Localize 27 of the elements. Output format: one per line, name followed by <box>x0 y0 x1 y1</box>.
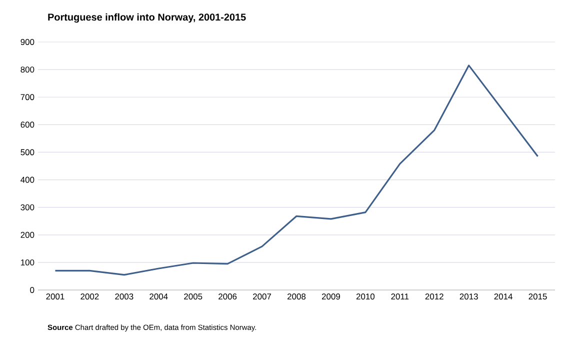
chart-title: Portuguese inflow into Norway, 2001-2015 <box>48 13 246 23</box>
x-tick-label: 2010 <box>356 294 375 300</box>
x-tick-label: 2006 <box>218 294 237 300</box>
x-tick-label: 2013 <box>460 294 478 300</box>
x-tick-label: 2001 <box>46 294 64 300</box>
y-tick-label: 800 <box>20 66 34 73</box>
y-tick-label: 900 <box>20 39 34 45</box>
x-tick-label: 2008 <box>288 294 306 300</box>
x-tick-label: 2002 <box>80 294 99 300</box>
x-tick-label: 2005 <box>184 294 202 300</box>
x-tick-label: 2014 <box>494 294 512 300</box>
y-tick-label: 700 <box>20 94 34 100</box>
y-tick-label: 300 <box>20 204 34 210</box>
y-tick-label: 100 <box>20 259 34 266</box>
x-tick-label: 2009 <box>322 294 340 300</box>
y-tick-label: 500 <box>20 149 34 156</box>
x-tick-label: 2012 <box>425 294 444 300</box>
line-series <box>54 64 539 276</box>
x-tick-label: 2004 <box>150 294 168 300</box>
y-tick-label: 400 <box>20 176 34 183</box>
y-tick-label: 600 <box>20 122 34 128</box>
x-tick-label: 2015 <box>528 294 547 300</box>
y-tick-label: 200 <box>20 232 34 238</box>
x-tick-label: 2007 <box>253 294 272 300</box>
x-tick-label: 2003 <box>115 294 134 300</box>
y-tick-label: 0 <box>30 287 34 293</box>
x-tick-label: 2011 <box>391 294 409 300</box>
